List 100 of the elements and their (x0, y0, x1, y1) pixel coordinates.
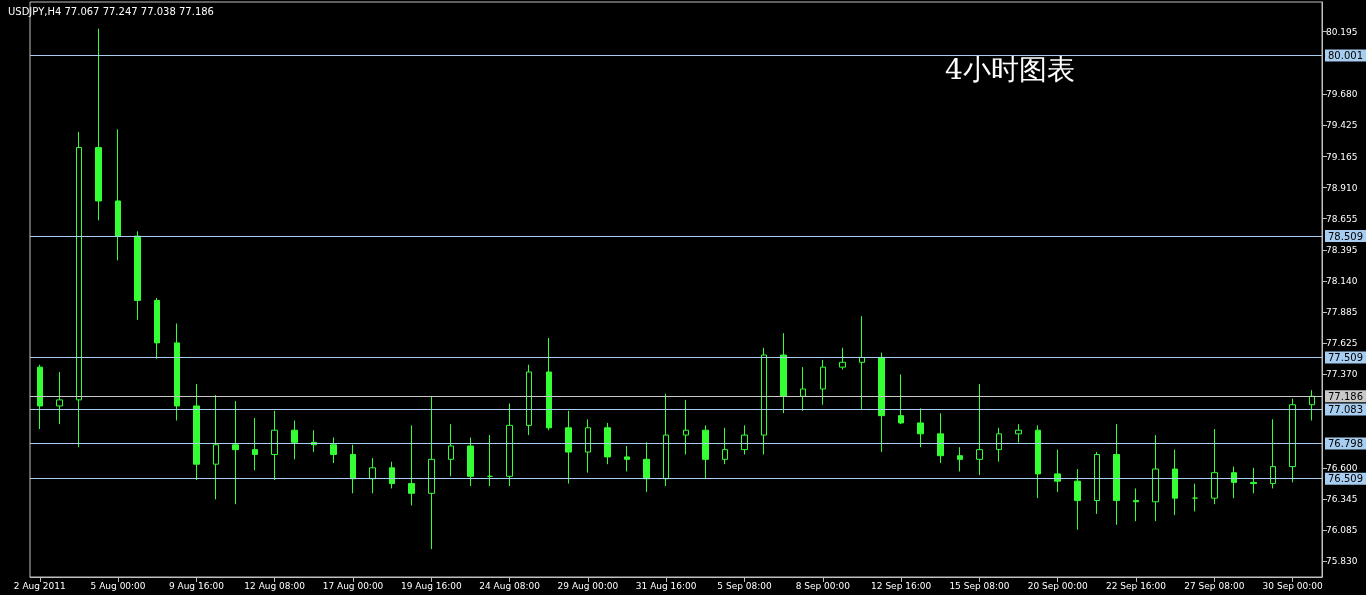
candlestick (683, 399, 689, 455)
y-tick-label: 77.625 (1326, 338, 1358, 349)
y-tick-label: 76.085 (1326, 525, 1358, 536)
candlestick (428, 395, 435, 550)
x-tick-label: 22 Sep 16:00 (1105, 580, 1167, 591)
candlestick (408, 424, 415, 506)
y-tick-label: 79.680 (1326, 89, 1358, 100)
candlestick (76, 131, 82, 448)
y-tick-label: 77.885 (1326, 306, 1358, 317)
candlestick (350, 444, 356, 494)
x-tick-label: 19 Aug 16:00 (400, 580, 462, 591)
y-tick-label: 78.395 (1326, 245, 1358, 256)
y-tick-label: 76.345 (1326, 493, 1358, 504)
x-tick-label: 17 Aug 00:00 (322, 580, 384, 591)
ref-line-label: 76.798 (1328, 438, 1363, 450)
candlestick (369, 457, 376, 494)
x-tick-label: 15 Sep 08:00 (949, 580, 1010, 591)
candlestick (37, 364, 43, 430)
y-tick-label: 76.600 (1326, 462, 1358, 473)
candlestick (839, 347, 846, 371)
candlestick (702, 424, 709, 480)
x-tick-label: 9 Aug 16:00 (168, 580, 225, 591)
x-tick-label: 12 Aug 08:00 (244, 580, 306, 591)
x-tick-label: 2 Aug 2011 (13, 580, 66, 591)
candlestick (761, 347, 767, 455)
x-tick-label: 12 Sep 16:00 (871, 580, 932, 591)
x-tick-label: 30 Sep 00:00 (1262, 580, 1323, 591)
y-tick-label: 80.195 (1326, 26, 1358, 37)
candlestick (1054, 449, 1061, 493)
candlestick (95, 28, 102, 221)
candlestick (1289, 398, 1296, 483)
ref-line-label: 76.509 (1328, 473, 1363, 485)
candlestick (448, 423, 454, 477)
candlestick (1270, 418, 1276, 489)
candlestick (624, 445, 630, 472)
candlestick (1015, 423, 1022, 443)
candlestick (154, 297, 160, 360)
candlestick (859, 315, 865, 411)
candlestick (174, 322, 180, 422)
candlestick (976, 383, 983, 476)
candlestick (820, 359, 826, 406)
candlestick (271, 410, 278, 481)
candlestick (937, 412, 944, 464)
candlestick (1152, 434, 1159, 522)
candlestick (1192, 483, 1198, 512)
candlestick (56, 371, 63, 425)
candlestick (232, 400, 239, 505)
candlestick (291, 420, 298, 460)
candlestick (506, 403, 513, 487)
candlestick (800, 366, 806, 412)
candlestick (643, 441, 650, 493)
ref-line-label: 80.001 (1328, 49, 1363, 61)
y-tick-label: 77.370 (1326, 369, 1358, 380)
candlestick (1113, 423, 1120, 526)
y-tick-label: 78.655 (1326, 213, 1358, 224)
x-tick-label: 27 Sep 08:00 (1184, 580, 1245, 591)
x-tick-label: 31 Aug 16:00 (635, 580, 697, 591)
ref-line-label: 77.509 (1328, 351, 1363, 363)
candlestick (330, 437, 337, 464)
candlestick (252, 417, 258, 471)
x-tick-label: 8 Sep 00:00 (795, 580, 851, 591)
y-tick-label: 75.830 (1326, 556, 1358, 567)
candlestick (1250, 467, 1257, 494)
candlestick (487, 434, 493, 487)
candlestick (917, 407, 924, 448)
candlestick (878, 352, 885, 453)
candlestick (996, 427, 1002, 463)
candlestick (1172, 449, 1178, 516)
x-tick-label: 5 Sep 08:00 (717, 580, 772, 591)
candlestick (1094, 451, 1100, 515)
candlestick (1211, 428, 1218, 505)
candlestick (565, 410, 572, 485)
candlestick (898, 373, 904, 425)
candlestick (115, 128, 121, 261)
candlestick (585, 418, 591, 474)
x-tick-label: 20 Sep 00:00 (1027, 580, 1089, 591)
candlestick (546, 337, 552, 431)
annotation: 4小时图表 (945, 52, 1075, 86)
x-tick-label: 24 Aug 08:00 (479, 580, 541, 591)
candlestick (604, 422, 611, 465)
candlestick (193, 383, 200, 481)
y-tick-label: 79.165 (1326, 151, 1358, 162)
candlestick (722, 427, 728, 465)
ref-line-label: 78.509 (1328, 230, 1363, 242)
candlestick (741, 424, 748, 455)
candlestick (467, 437, 474, 487)
candlestick (780, 332, 787, 414)
x-tick-label: 5 Aug 00:00 (90, 580, 146, 591)
chart-title: USDJPY,H4 77.067 77.247 77.038 77.186 (8, 5, 214, 17)
candlestick (1074, 468, 1081, 531)
y-tick-label: 78.910 (1326, 182, 1358, 193)
candlestick (1133, 487, 1139, 522)
candlestick (213, 394, 219, 500)
candlestick (663, 393, 669, 487)
y-tick-label: 78.140 (1326, 276, 1358, 287)
ref-line-label: 77.083 (1328, 404, 1363, 416)
candlestick (1035, 424, 1041, 499)
candlestick (389, 461, 395, 489)
candlestick (1309, 389, 1315, 422)
candlestick (134, 230, 141, 321)
